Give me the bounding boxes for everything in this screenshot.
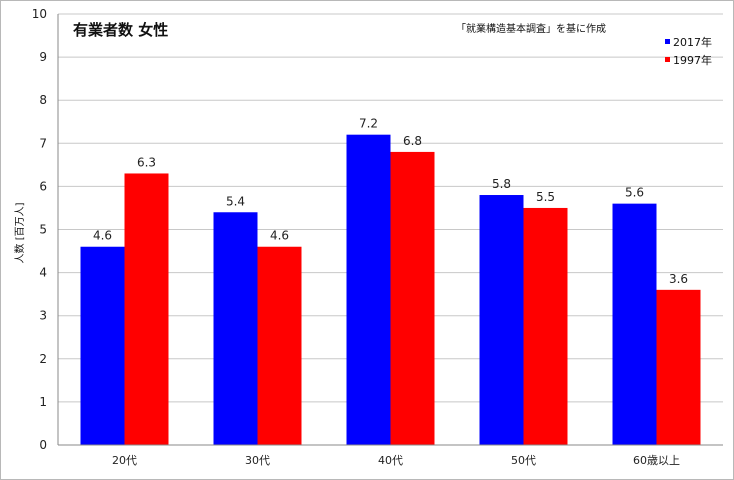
data-label: 4.6 [93,229,112,243]
bar-2017年-20代 [80,246,125,445]
bar-1997年-20代 [124,173,169,445]
y-tick-label: 6 [39,179,47,193]
y-axis-label: 人数 [百万人] [13,202,26,263]
legend: 2017年 1997年 [665,35,712,67]
bar-1997年-30代 [257,246,302,445]
data-label: 6.8 [403,134,422,148]
data-label: 6.3 [137,155,156,169]
bar-1997年-50代 [523,207,568,445]
y-tick-label: 9 [39,50,47,64]
bar-2017年-30代 [213,212,258,445]
x-tick-label: 60歳以上 [633,454,680,467]
bar-1997年-60歳以上 [656,289,701,445]
y-tick-label: 7 [39,136,47,150]
legend-label-1997: 1997年 [673,53,712,67]
data-label: 3.6 [669,272,688,286]
y-tick-label: 10 [32,7,47,21]
x-tick-label: 20代 [112,454,137,467]
chart-title: 有業者数 女性 [73,21,168,39]
x-tick-label: 30代 [245,454,270,467]
y-tick-label: 8 [39,93,47,107]
data-label: 5.4 [226,194,245,208]
data-label: 5.5 [536,190,555,204]
y-tick-label: 4 [39,266,47,280]
legend-swatch-1997 [665,57,670,62]
x-axis-ticks: 20代 30代 40代 50代 60歳以上 [112,454,680,467]
data-labels: 4.6 6.3 5.4 4.6 7.2 6.8 5.8 5.5 5.6 3.6 [93,117,688,286]
bar-2017年-50代 [479,195,524,445]
bars [80,134,701,446]
data-label: 5.6 [625,186,644,200]
data-label: 7.2 [359,117,378,131]
y-tick-label: 2 [39,352,47,366]
y-tick-label: 3 [39,309,47,323]
x-tick-label: 50代 [511,454,536,467]
y-axis-ticks: 0 1 2 3 4 5 6 7 8 9 10 [32,7,47,452]
source-note: 「就業構造基本調査」を基に作成 [456,22,606,35]
legend-swatch-2017 [665,39,670,44]
data-label: 5.8 [492,177,511,191]
data-label: 4.6 [270,229,289,243]
bar-2017年-60歳以上 [612,203,657,445]
legend-label-2017: 2017年 [673,35,712,49]
y-tick-label: 5 [39,223,47,237]
x-tick-label: 40代 [378,454,403,467]
y-tick-label: 1 [39,395,47,409]
bar-2017年-40代 [346,134,391,445]
bar-1997年-40代 [390,151,435,446]
y-tick-label: 0 [39,438,47,452]
